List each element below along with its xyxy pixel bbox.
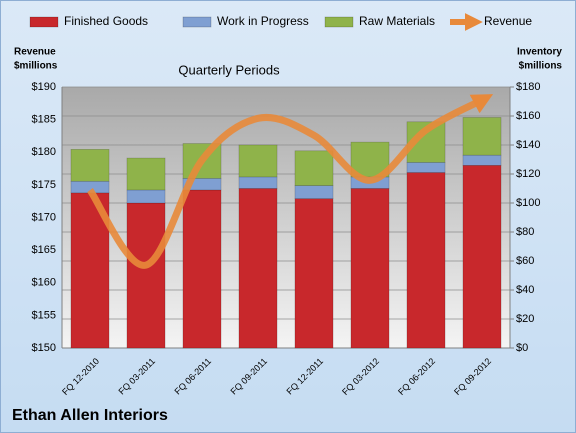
bar: [462, 165, 502, 349]
bar: [238, 144, 278, 178]
y-axis-title: Revenue: [14, 47, 56, 58]
y2-tick-label: $160: [516, 110, 540, 122]
bar: [462, 154, 502, 166]
bar: [350, 188, 390, 349]
y2-tick-label: $100: [516, 197, 540, 209]
subtitle: Quarterly Periods: [178, 62, 280, 77]
bar: [294, 198, 334, 349]
bar: [238, 188, 278, 349]
legend-swatch: [182, 16, 212, 28]
legend-label: Revenue: [484, 14, 532, 28]
y2-tick-label: $20: [516, 313, 534, 325]
y2-tick-label: $40: [516, 284, 534, 296]
legend-label: Finished Goods: [64, 14, 148, 28]
legend-swatch: [324, 16, 354, 28]
legend-label: Raw Materials: [359, 14, 435, 28]
bar: [238, 176, 278, 189]
y-tick-label: $160: [32, 277, 56, 289]
chart-title: Ethan Allen Interiors: [12, 407, 168, 424]
y2-axis-title: Inventory: [517, 47, 562, 58]
y-tick-label: $170: [32, 211, 56, 223]
y2-tick-label: $180: [516, 81, 540, 93]
revenue-line: [87, 94, 494, 269]
bar: [126, 189, 166, 204]
y-tick-label: $175: [32, 179, 56, 191]
y-tick-label: $150: [32, 342, 56, 354]
bar: [294, 150, 334, 186]
bar: [182, 189, 222, 349]
y2-tick-label: $80: [516, 226, 534, 238]
y2-axis-title: $millions: [519, 61, 563, 72]
y-tick-label: $155: [32, 309, 56, 321]
bar: [406, 172, 446, 349]
bar: [70, 149, 110, 182]
y-axis-title: $millions: [14, 61, 58, 72]
y-tick-label: $180: [32, 146, 56, 158]
legend-label: Work in Progress: [217, 14, 309, 28]
bar: [294, 185, 334, 199]
bar: [126, 157, 166, 191]
legend-swatch: [29, 16, 59, 28]
bar: [406, 162, 446, 173]
y-tick-label: $185: [32, 114, 56, 126]
y-tick-label: $165: [32, 244, 56, 256]
y2-tick-label: $0: [516, 342, 528, 354]
y2-tick-label: $60: [516, 255, 534, 267]
y-tick-label: $190: [32, 81, 56, 93]
bar: [462, 117, 502, 156]
bar: [126, 202, 166, 349]
y2-tick-label: $140: [516, 139, 540, 151]
y2-tick-label: $120: [516, 168, 540, 180]
